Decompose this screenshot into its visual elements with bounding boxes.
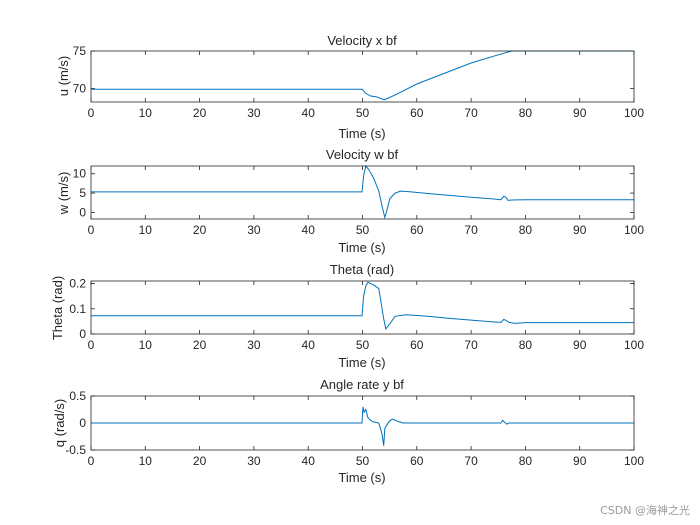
subplot-3-title: Theta (rad) <box>330 262 394 277</box>
x-tick-label: 20 <box>193 454 207 468</box>
subplot-4-ylabel: q (rad/s) <box>52 399 67 447</box>
subplot-1-line <box>91 50 634 101</box>
x-tick-label: 50 <box>356 223 370 237</box>
subplot-4-ticks: 0 10 20 30 40 50 60 70 80 90 100-0.500.5 <box>65 389 644 468</box>
x-tick-label: 60 <box>410 106 424 120</box>
subplot-1-axes <box>90 50 635 103</box>
x-tick-label: 40 <box>302 223 316 237</box>
x-tick-label: 30 <box>247 454 261 468</box>
x-tick-label: 50 <box>356 454 370 468</box>
x-tick-label: 20 <box>193 223 207 237</box>
y-tick-label: 75 <box>73 44 87 58</box>
subplot-2-xlabel: Time (s) <box>338 240 385 255</box>
x-tick-label: 40 <box>302 338 316 352</box>
x-tick-label: 80 <box>519 223 533 237</box>
x-tick-label: 30 <box>247 338 261 352</box>
x-tick-label: 90 <box>573 454 587 468</box>
subplot-2-axes <box>90 165 635 220</box>
subplot-2-ticks: 0 10 20 30 40 50 60 70 80 90 100 0 5 10 <box>73 166 644 237</box>
y-tick-label: 10 <box>73 167 87 181</box>
subplot-3: Theta (rad) Theta (rad) Time (s) 0 10 20 30… <box>50 262 644 370</box>
subplot-3-ylabel: Theta (rad) <box>50 276 65 340</box>
x-tick-label: 90 <box>573 223 587 237</box>
x-tick-label: 20 <box>193 338 207 352</box>
y-tick-label: 0.1 <box>69 302 86 316</box>
x-tick-label: 60 <box>410 223 424 237</box>
y-tick-label: 0 <box>79 327 86 341</box>
x-tick-label: 20 <box>193 106 207 120</box>
x-tick-label: 90 <box>573 106 587 120</box>
x-tick-label: 60 <box>410 338 424 352</box>
watermark: CSDN @海神之光 <box>600 503 690 517</box>
subplot-2-title: Velocity w bf <box>326 147 399 162</box>
x-tick-label: 100 <box>624 338 644 352</box>
subplot-4-axes <box>90 395 635 451</box>
x-tick-label: 0 <box>88 223 95 237</box>
x-tick-label: 10 <box>139 454 153 468</box>
subplot-4-title: Angle rate y bf <box>320 377 404 392</box>
x-tick-label: 70 <box>464 106 478 120</box>
x-tick-label: 70 <box>464 223 478 237</box>
x-tick-label: 40 <box>302 106 316 120</box>
x-tick-label: 10 <box>139 223 153 237</box>
y-tick-label: 70 <box>73 82 87 96</box>
x-tick-label: 10 <box>139 106 153 120</box>
x-tick-label: 70 <box>464 338 478 352</box>
x-tick-label: 70 <box>464 454 478 468</box>
x-tick-label: 80 <box>519 454 533 468</box>
x-tick-label: 0 <box>88 106 95 120</box>
x-tick-label: 80 <box>519 338 533 352</box>
subplot-1-ticks: 0 10 20 30 40 50 60 70 80 90 100 70 75 <box>73 44 645 120</box>
x-tick-label: 30 <box>247 106 261 120</box>
subplot-1-xlabel: Time (s) <box>338 126 385 141</box>
y-tick-label: 0.2 <box>69 277 86 291</box>
x-tick-label: 30 <box>247 223 261 237</box>
x-tick-label: 40 <box>302 454 316 468</box>
subplot-2-ylabel: w (m/s) <box>56 172 71 216</box>
x-tick-label: 100 <box>624 454 644 468</box>
subplot-4-line <box>91 406 634 446</box>
subplot-3-line <box>91 281 634 331</box>
x-tick-label: 80 <box>519 106 533 120</box>
y-tick-label: 0 <box>79 416 86 430</box>
subplot-2-line <box>91 164 634 220</box>
x-tick-label: 90 <box>573 338 587 352</box>
y-tick-label: 0.5 <box>69 389 86 403</box>
subplot-1-ylabel: u (m/s) <box>56 56 71 96</box>
x-tick-label: 50 <box>356 106 370 120</box>
x-tick-label: 100 <box>624 223 644 237</box>
subplot-2: Velocity w bf w (m/s) Time (s) 0 10 20 30 40… <box>56 147 644 255</box>
subplot-3-ticks: 0 10 20 30 40 50 60 70 80 90 100 0 0.1 0.2 <box>69 277 644 352</box>
subplot-1-title: Velocity x bf <box>327 33 397 48</box>
subplot-4-xlabel: Time (s) <box>338 470 385 485</box>
y-tick-label: 5 <box>79 186 86 200</box>
subplot-3-axes <box>90 280 635 335</box>
subplot-3-xlabel: Time (s) <box>338 355 385 370</box>
subplot-1: Velocity x bf u (m/s) Time (s) 0 10 20 30 40… <box>56 33 644 141</box>
subplot-4: Angle rate y bf q (rad/s) Time (s) 0 10 20… <box>52 377 644 485</box>
x-tick-label: 0 <box>88 454 95 468</box>
y-tick-label: -0.5 <box>65 443 86 457</box>
x-tick-label: 60 <box>410 454 424 468</box>
y-tick-label: 0 <box>79 205 86 219</box>
x-tick-label: 10 <box>139 338 153 352</box>
x-tick-label: 0 <box>88 338 95 352</box>
x-tick-label: 100 <box>624 106 644 120</box>
x-tick-label: 50 <box>356 338 370 352</box>
